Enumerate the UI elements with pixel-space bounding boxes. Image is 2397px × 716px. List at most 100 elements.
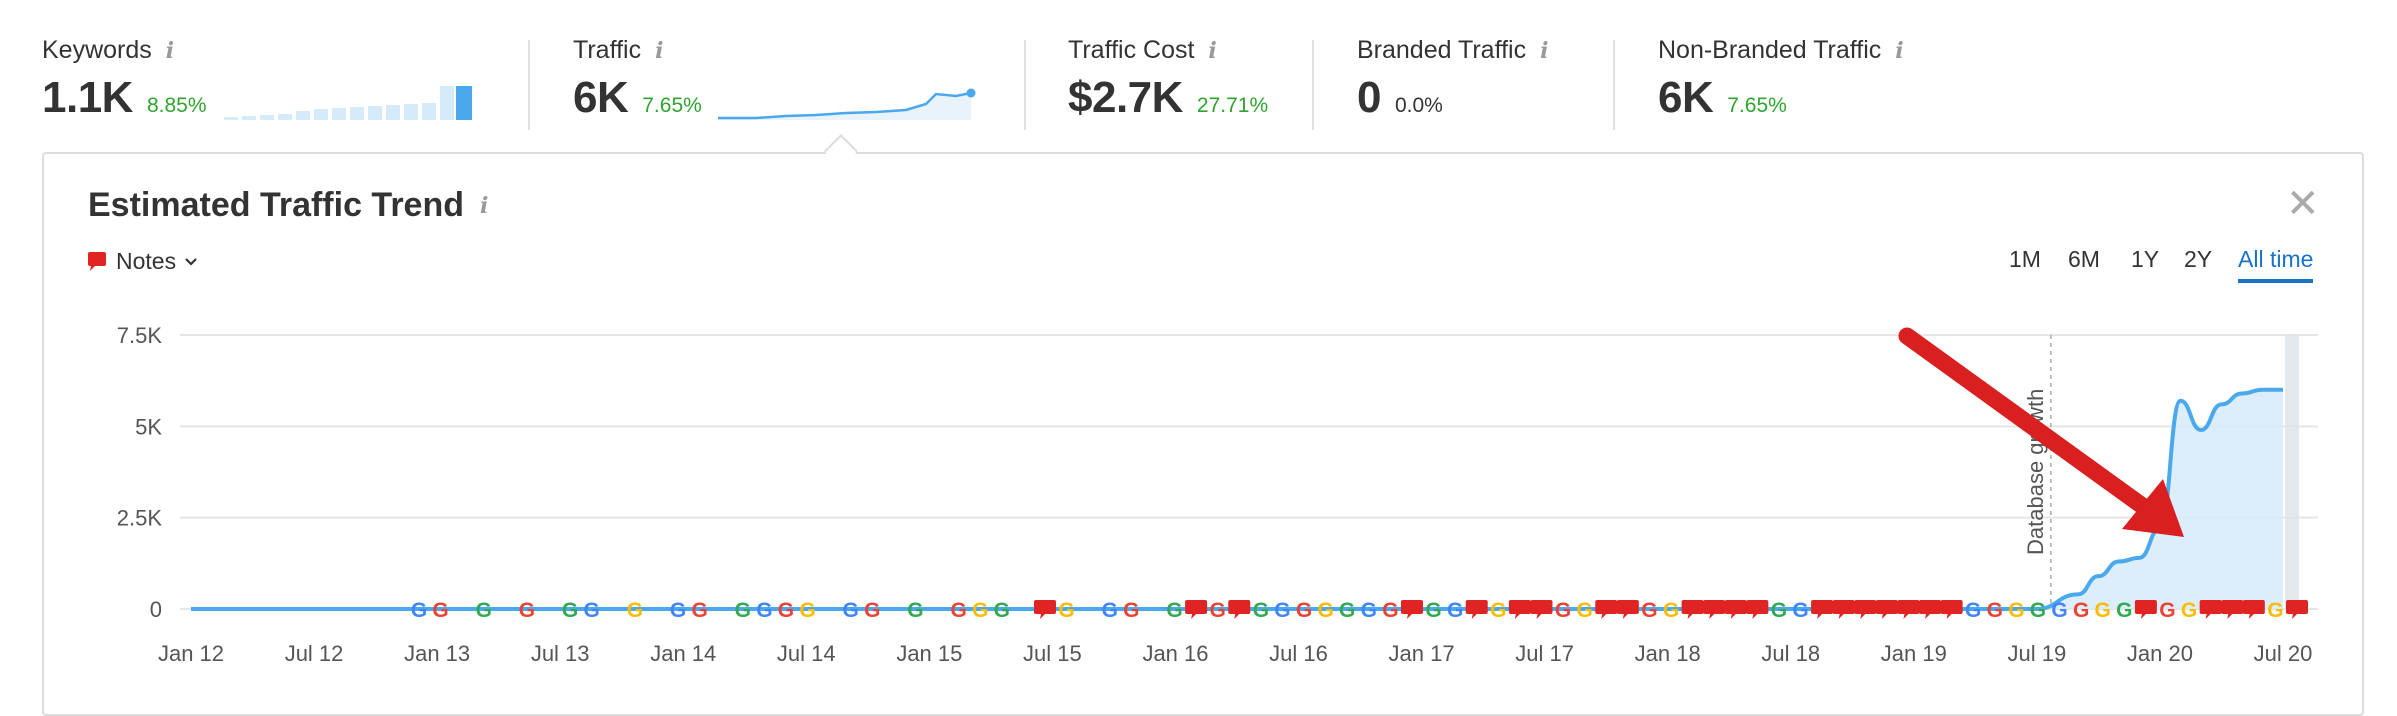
metric-label: Traffic Cost [1068, 36, 1195, 64]
metric-change: 7.65% [1727, 94, 1787, 117]
note-marker [1811, 600, 1834, 619]
google-update-marker: G [1210, 599, 1226, 622]
google-update-marker: G [1382, 599, 1398, 622]
metric-change: 7.65% [642, 94, 702, 117]
google-update-marker: G [1361, 599, 1377, 622]
google-update-marker: G [1274, 599, 1290, 622]
range-6m[interactable]: 6M [2068, 246, 2100, 272]
current-period-band [2285, 335, 2299, 609]
range-1m[interactable]: 1M [2009, 246, 2041, 272]
info-icon[interactable]: i [1208, 37, 1217, 64]
info-icon[interactable]: i [1895, 37, 1904, 64]
note-marker [1530, 600, 1553, 619]
x-tick-label: Jan 14 [650, 641, 716, 666]
google-update-marker: G [994, 599, 1010, 622]
x-tick-label: Jan 13 [404, 641, 470, 666]
metric-traffic[interactable]: Traffic i 6K 7.65% [573, 36, 702, 123]
x-tick-label: Jan 16 [1142, 641, 1208, 666]
google-update-marker: G [2008, 599, 2024, 622]
x-tick-label: Jul 14 [777, 641, 836, 666]
note-marker [1595, 600, 1618, 619]
metric-value: $2.7K [1068, 73, 1183, 122]
metric-change: 27.71% [1196, 94, 1269, 117]
metric-change: 8.85% [146, 94, 207, 117]
range-all-time[interactable]: All time [2238, 246, 2314, 283]
google-update-marker: G [476, 599, 492, 622]
note-marker [1508, 600, 1531, 619]
range-2y[interactable]: 2Y [2184, 246, 2213, 272]
metric-value: 0 [1357, 73, 1381, 122]
x-tick-label: Jul 17 [1515, 641, 1574, 666]
info-icon[interactable]: i [480, 192, 489, 219]
metric-value: 1.1K [42, 73, 133, 122]
note-marker [1919, 600, 1942, 619]
x-tick-label: Jan 17 [1389, 641, 1455, 666]
note-marker [1875, 600, 1898, 619]
close-icon[interactable]: ✕ [2286, 182, 2320, 226]
google-update-marker: G [432, 599, 448, 622]
google-update-marker: G [627, 599, 643, 622]
traffic-sparkline [718, 88, 976, 120]
google-update-marker: G [1771, 599, 1787, 622]
traffic-trend-chart[interactable]: 0 2.5K 5K 7.5K Jan 12 Jul 12 Jan 13 Jul 13 Jan 1… [0, 0, 2397, 690]
x-tick-label: Jan 18 [1635, 641, 1701, 666]
info-icon[interactable]: i [1540, 37, 1549, 64]
note-marker [1854, 600, 1877, 619]
google-update-marker: G [2095, 599, 2111, 622]
x-tick-label: Jan 19 [1881, 641, 1947, 666]
note-marker [1465, 600, 1488, 619]
google-update-marker: G [670, 599, 686, 622]
google-update-marker: G [1339, 599, 1355, 622]
metric-non-branded-traffic[interactable]: Non-Branded Traffic i 6K 7.65% [1658, 36, 1904, 123]
google-update-marker: G [1317, 599, 1333, 622]
note-marker [1400, 600, 1423, 619]
traffic-area [191, 389, 2283, 609]
note-marker [1897, 600, 1920, 619]
google-update-marker: G [411, 599, 427, 622]
google-update-marker: G [1490, 599, 1506, 622]
info-icon[interactable]: i [655, 37, 664, 64]
google-update-marker: G [1792, 599, 1808, 622]
metric-label: Keywords [42, 36, 152, 64]
google-update-marker: G [778, 599, 794, 622]
x-tick-label: Jul 19 [2008, 641, 2067, 666]
note-marker [2134, 600, 2157, 619]
google-update-marker: G [1058, 599, 1074, 622]
x-tick-label: Jul 15 [1023, 641, 1082, 666]
note-marker [2199, 600, 2222, 619]
google-update-marker: G [1663, 599, 1679, 622]
google-update-marker: G [1166, 599, 1182, 622]
x-tick-label: Jul 13 [531, 641, 590, 666]
metric-label: Branded Traffic [1357, 36, 1527, 64]
chevron-down-icon [185, 257, 197, 266]
google-update-marker: G [1296, 599, 1312, 622]
notes-dropdown[interactable]: Notes [86, 248, 198, 275]
x-tick-label: Jul 12 [285, 641, 344, 666]
metric-label: Traffic [573, 36, 642, 64]
traffic-line [190, 387, 2283, 612]
x-tick-label: Jan 12 [158, 641, 224, 666]
note-marker [1724, 600, 1747, 619]
x-tick-label: Jul 18 [1761, 641, 1820, 666]
x-tick-label: Jul 16 [1269, 641, 1328, 666]
google-update-marker: G [691, 599, 707, 622]
google-update-marker: G [584, 599, 600, 622]
metric-keywords[interactable]: Keywords i 1.1K 8.85% [42, 36, 207, 123]
card-title-text: Estimated Traffic Trend [88, 186, 464, 224]
range-1y[interactable]: 1Y [2131, 246, 2160, 272]
google-update-marker: G [1555, 599, 1571, 622]
google-update-marker: G [2030, 599, 2046, 622]
y-tick-label: 0 [150, 597, 162, 622]
metric-traffic-cost[interactable]: Traffic Cost i $2.7K 27.71% [1068, 36, 1268, 123]
arrow-head [2122, 479, 2184, 537]
google-update-marker: G [1102, 599, 1118, 622]
metric-branded-traffic[interactable]: Branded Traffic i 0 0.0% [1357, 36, 1548, 123]
google-update-marker: G [2073, 599, 2089, 622]
google-update-marker: G [519, 599, 535, 622]
note-icon [88, 251, 106, 271]
note-marker [1616, 600, 1639, 619]
google-update-marker: G [2267, 599, 2283, 622]
note-marker [1832, 600, 1855, 619]
google-update-marker: G [843, 599, 859, 622]
info-icon[interactable]: i [165, 37, 175, 64]
